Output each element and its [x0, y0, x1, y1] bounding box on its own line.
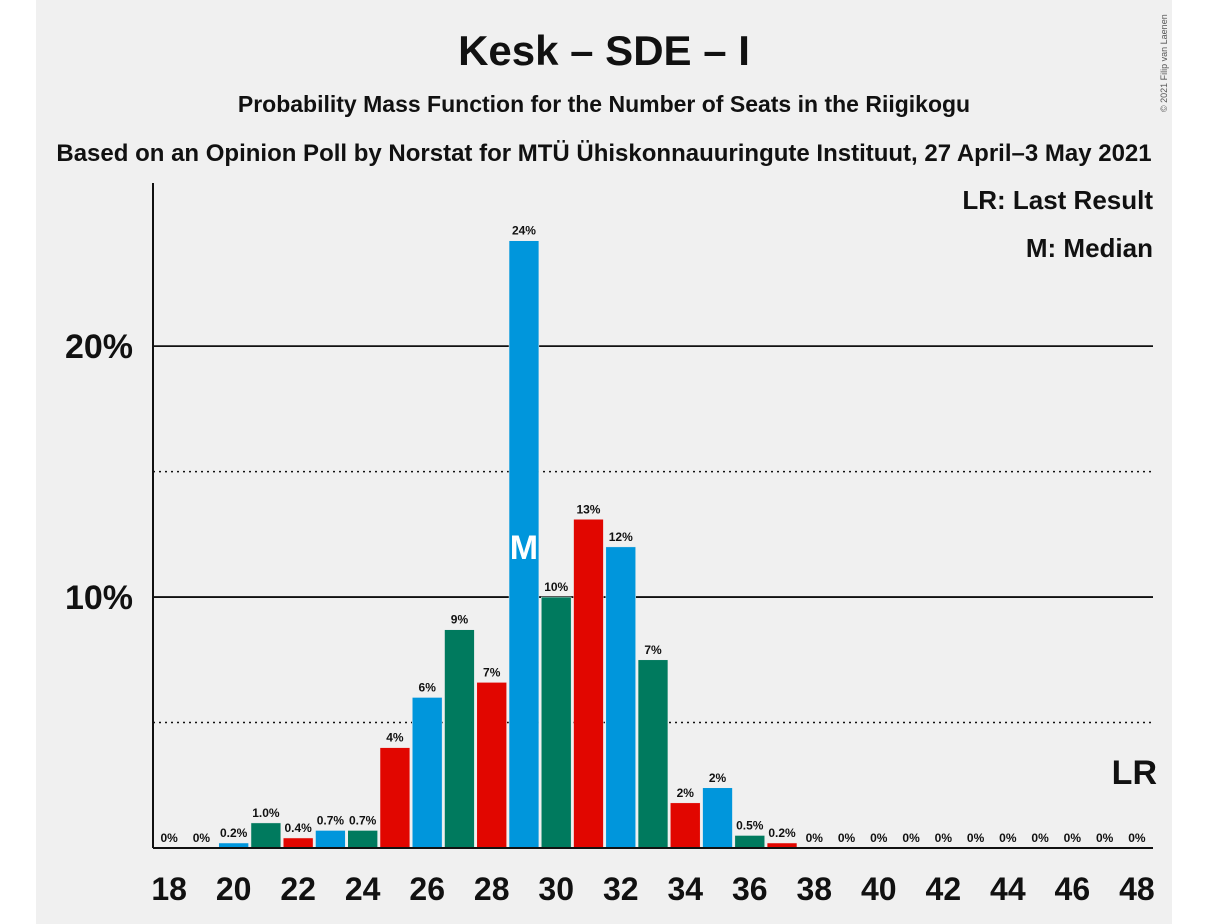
bar-seat-33 [637, 659, 669, 849]
bar-label-seat-45: 0% [1031, 831, 1049, 845]
x-tick-labels: 18 20 22 24 26 28 30 32 34 36 38 40 42 44 46 48 [151, 871, 1154, 907]
x-tick-44: 44 [990, 871, 1026, 907]
legend-last-result: LR: Last Result [962, 185, 1153, 215]
bar-seat-34 [670, 802, 701, 849]
bar-seat-28 [476, 682, 507, 849]
bar-label-seat-32: 12% [609, 530, 633, 544]
bar-label-seat-26: 6% [419, 680, 437, 694]
bar-label-seat-37: 0.2% [768, 826, 796, 840]
bar-label-seat-34: 2% [677, 786, 695, 800]
x-tick-34: 34 [667, 871, 703, 907]
chart-background [36, 0, 1172, 924]
x-tick-30: 30 [538, 871, 574, 907]
bar-seat-27 [444, 629, 475, 849]
bar-label-seat-21: 1.0% [252, 806, 280, 820]
bar-label-seat-20: 0.2% [220, 826, 248, 840]
bar-seat-25 [379, 747, 411, 849]
x-tick-38: 38 [796, 871, 832, 907]
bar-label-seat-23: 0.7% [317, 813, 345, 827]
bars [218, 240, 798, 849]
copyright-notice: © 2021 Filip van Laenen [1159, 14, 1169, 112]
bar-label-seat-35: 2% [709, 771, 727, 785]
last-result-marker: LR [1112, 754, 1157, 792]
bar-label-seat-42: 0% [935, 831, 953, 845]
y-tick-10: 10% [65, 579, 133, 617]
x-tick-22: 22 [280, 871, 316, 907]
bar-seat-21 [250, 822, 282, 849]
bar-label-seat-48: 0% [1128, 831, 1146, 845]
x-tick-36: 36 [732, 871, 768, 907]
bar-label-seat-46: 0% [1064, 831, 1082, 845]
bar-seat-35 [702, 787, 733, 849]
x-tick-40: 40 [861, 871, 897, 907]
bar-seat-31 [573, 519, 604, 849]
legend-median: M: Median [1026, 233, 1153, 263]
y-tick-20: 20% [65, 328, 133, 366]
bar-seat-24 [347, 830, 378, 849]
x-tick-28: 28 [474, 871, 510, 907]
x-tick-20: 20 [216, 871, 252, 907]
bar-seat-32 [605, 546, 636, 849]
chart-subtitle: Probability Mass Function for the Number… [238, 91, 970, 117]
x-tick-42: 42 [926, 871, 962, 907]
x-tick-32: 32 [603, 871, 639, 907]
bar-label-seat-36: 0.5% [736, 818, 764, 832]
bar-label-seat-44: 0% [999, 831, 1017, 845]
chart-source: Based on an Opinion Poll by Norstat for … [56, 140, 1151, 167]
bar-label-seat-25: 4% [386, 731, 404, 745]
x-tick-18: 18 [151, 871, 187, 907]
bar-seat-22 [282, 837, 314, 849]
bar-label-seat-39: 0% [838, 831, 856, 845]
bar-label-seat-33: 7% [644, 643, 662, 657]
bar-label-seat-40: 0% [870, 831, 888, 845]
bar-value-labels: 0% 0% 0.2% 1.0% 0.4% 0.7% 0.7% 4% 6% 9% 7% 24% 10% 13… [160, 224, 1145, 845]
y-tick-labels: 10% 20% [65, 328, 133, 617]
bar-seat-30 [541, 596, 572, 849]
bar-seat-23 [315, 830, 346, 849]
chart-title: Kesk – SDE – I [458, 27, 750, 74]
bar-label-seat-24: 0.7% [349, 813, 377, 827]
bar-label-seat-41: 0% [902, 831, 920, 845]
bar-label-seat-22: 0.4% [284, 821, 312, 835]
bar-label-seat-38: 0% [806, 831, 824, 845]
bar-label-seat-30: 10% [544, 580, 568, 594]
x-tick-26: 26 [409, 871, 445, 907]
bar-seat-36 [734, 835, 765, 849]
x-tick-46: 46 [1055, 871, 1091, 907]
bar-label-seat-29: 24% [512, 224, 536, 238]
bar-label-seat-19: 0% [193, 831, 211, 845]
x-tick-24: 24 [345, 871, 381, 907]
bar-label-seat-28: 7% [483, 665, 501, 679]
bar-label-seat-31: 13% [576, 502, 600, 516]
bar-label-seat-47: 0% [1096, 831, 1114, 845]
bar-seat-26 [412, 697, 443, 849]
bar-label-seat-27: 9% [451, 613, 469, 627]
bar-label-seat-43: 0% [967, 831, 985, 845]
median-marker: M [510, 529, 538, 567]
x-tick-48: 48 [1119, 871, 1155, 907]
bar-label-seat-18: 0% [160, 831, 178, 845]
